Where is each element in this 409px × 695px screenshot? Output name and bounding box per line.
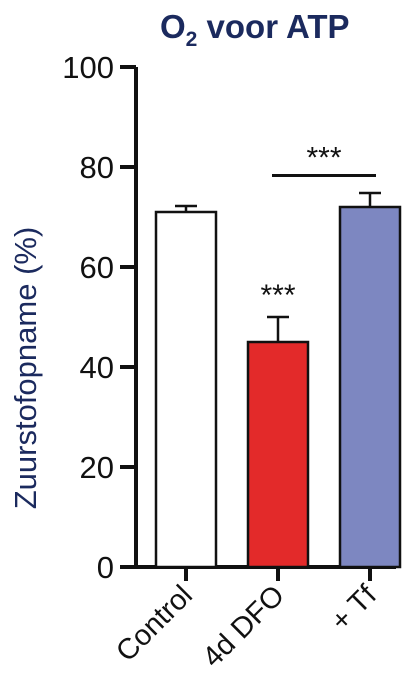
y-tick-label: 100 <box>62 50 114 85</box>
y-tick-label: 0 <box>97 550 114 585</box>
bar-control <box>154 210 218 569</box>
chart-title-rest: voor ATP <box>197 8 349 45</box>
y-tick-label: 40 <box>80 350 114 385</box>
chart-title-main: O <box>160 8 186 45</box>
bar-tf <box>338 205 402 569</box>
significance-markers: *** *** <box>260 142 376 312</box>
y-tick-label: 60 <box>80 250 114 285</box>
y-tick-label: 20 <box>80 450 114 485</box>
chart-title-subscript: 2 <box>186 28 198 51</box>
bar-4d-dfo <box>246 340 310 569</box>
y-tick-label: 80 <box>80 150 114 185</box>
chart-title: O2 voor ATP <box>160 8 350 51</box>
significance-label: *** <box>260 279 295 312</box>
x-tick-label: Control <box>110 579 199 668</box>
x-tick-label: 4d DFO <box>197 579 291 673</box>
x-tick-label: + Tf <box>325 579 384 638</box>
significance-label: *** <box>306 142 341 175</box>
y-axis-label: Zuurstofopname (%) <box>8 227 43 510</box>
bars <box>154 205 402 569</box>
error-bars <box>175 191 381 342</box>
